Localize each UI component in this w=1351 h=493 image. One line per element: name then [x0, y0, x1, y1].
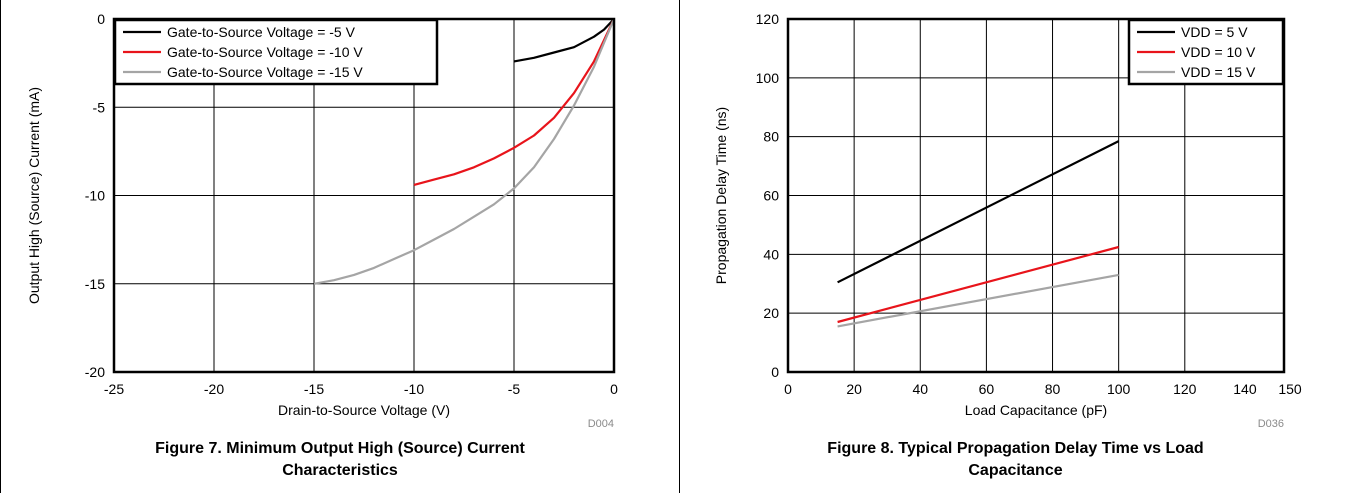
y-tick-label-2: -10 [85, 188, 105, 204]
figure-7-panel: -25 -20 -15 -10 -5 0 -20 -15 -10 -5 0 Drain-to-Sour… [0, 0, 680, 493]
legend-box [113, 18, 439, 86]
series-line-3 [837, 273, 1119, 328]
figure-7-caption: Figure 7. Minimum Output High (Source) C… [1, 438, 679, 482]
figure-8-chart: 0 20 40 60 80 100 120 140 150 0 20 40 60 80 100 120 Load… [713, 11, 1302, 430]
series-line-2 [413, 18, 615, 186]
x-axis-label: Drain-to-Source Voltage (V) [278, 402, 450, 418]
y-tick-label-4: 80 [763, 129, 779, 145]
legend-label-3: Gate-to-Source Voltage = -15 V [167, 64, 363, 80]
series-line-2 [837, 245, 1119, 324]
x-tick-label-0: 0 [784, 381, 792, 397]
x-tick-label-0: -25 [104, 381, 124, 397]
plot-area-border [786, 17, 1286, 374]
figure-8-caption: Figure 8. Typical Propagation Delay Time… [680, 438, 1351, 482]
figure-7-chart: -25 -20 -15 -10 -5 0-20-15-10-50Drain-to-Sour… [26, 11, 618, 430]
figure-7-caption-line-1: Figure 7. Minimum Output High (Source) C… [155, 440, 525, 457]
x-tick-label-5: 0 [610, 381, 618, 397]
y-tick-label-0: 0 [771, 364, 779, 380]
series-line-3 [313, 18, 616, 285]
legend-label-3: VDD = 15 V [1181, 64, 1256, 80]
figure-7-caption-line-2: Characteristics [282, 462, 398, 479]
legend-label-1: Gate-to-Source Voltage = -5 V [167, 24, 356, 40]
legend-label-2: VDD = 10 V [1181, 44, 1256, 60]
y-axis-label: Output High (Source) Current (mA) [26, 87, 42, 304]
y-tick-label-0: -20 [85, 364, 105, 380]
x-tick-label-4: 80 [1045, 381, 1061, 397]
y-tick-label-6: 120 [756, 11, 780, 27]
y-tick-label-1: -15 [85, 276, 105, 292]
legend-label-2: Gate-to-Source Voltage = -10 V [167, 44, 363, 60]
series-line-1 [837, 140, 1120, 284]
y-tick-label-3: -5 [93, 99, 106, 115]
x-tick-label-2: 40 [912, 381, 928, 397]
x-axis-label: Load Capacitance (pF) [965, 402, 1107, 418]
x-tick-label-5: 100 [1107, 381, 1131, 397]
figure-id-label: D036 [1258, 418, 1284, 430]
x-tick-label-2: -15 [304, 381, 324, 397]
figure-8-caption-line-1: Figure 8. Typical Propagation Delay Time… [827, 440, 1204, 457]
y-tick-label-1: 20 [763, 305, 779, 321]
x-tick-label-4: -5 [508, 381, 521, 397]
x-tick-label-3: 60 [979, 381, 995, 397]
x-tick-label-1: 20 [846, 381, 862, 397]
y-axis-label: Propagation Delay Time (ns) [713, 107, 729, 284]
x-tick-label-7: 140 [1233, 381, 1257, 397]
figure-id-label: D004 [588, 418, 614, 430]
y-tick-label-4: 0 [97, 11, 105, 27]
x-tick-label-3: -10 [404, 381, 424, 397]
series-line-1 [513, 18, 615, 63]
x-tick-label-6: 120 [1173, 381, 1197, 397]
y-tick-label-2: 40 [763, 246, 779, 262]
figure-8-panel: 0 20 40 60 80 100 120 140 150 0 20 40 60 80 100 120 Load… [680, 0, 1351, 493]
legend-label-1: VDD = 5 V [1181, 24, 1248, 40]
y-tick-label-3: 60 [763, 188, 779, 204]
x-tick-label-1: -20 [204, 381, 224, 397]
figure-8-caption-line-2: Capacitance [968, 462, 1063, 479]
x-tick-label-8: 150 [1278, 381, 1302, 397]
y-tick-label-5: 100 [756, 70, 780, 86]
